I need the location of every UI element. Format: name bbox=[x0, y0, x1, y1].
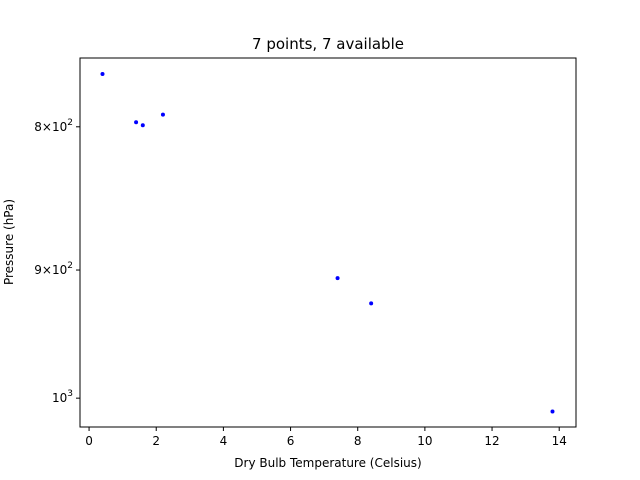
data-point bbox=[134, 120, 139, 125]
x-tick-label: 4 bbox=[220, 434, 228, 448]
y-tick-label: 9×102 bbox=[34, 261, 73, 277]
chart-title: 7 points, 7 available bbox=[252, 35, 404, 53]
x-tick-label: 12 bbox=[484, 434, 499, 448]
y-axis-ticks: 8×102 9×102 103 bbox=[34, 118, 80, 405]
x-tick-label: 2 bbox=[152, 434, 160, 448]
data-point bbox=[369, 301, 374, 306]
data-point bbox=[140, 123, 145, 128]
plot-area-frame bbox=[79, 57, 577, 428]
x-tick-label: 10 bbox=[417, 434, 432, 448]
x-axis-label: Dry Bulb Temperature (Celsius) bbox=[234, 456, 421, 470]
data-points bbox=[100, 71, 555, 414]
data-point bbox=[550, 409, 555, 414]
data-point bbox=[100, 71, 105, 76]
x-tick-label: 8 bbox=[354, 434, 362, 448]
x-tick-label: 14 bbox=[552, 434, 567, 448]
y-tick-label: 8×102 bbox=[34, 118, 73, 134]
data-point bbox=[160, 112, 165, 117]
x-tick-label: 0 bbox=[85, 434, 93, 448]
x-tick-label: 6 bbox=[287, 434, 295, 448]
data-point bbox=[335, 276, 340, 281]
y-axis-label: Pressure (hPa) bbox=[2, 199, 16, 285]
x-axis-ticks: 0 2 4 6 8 10 12 14 bbox=[85, 427, 567, 448]
y-tick-label: 103 bbox=[52, 389, 73, 405]
